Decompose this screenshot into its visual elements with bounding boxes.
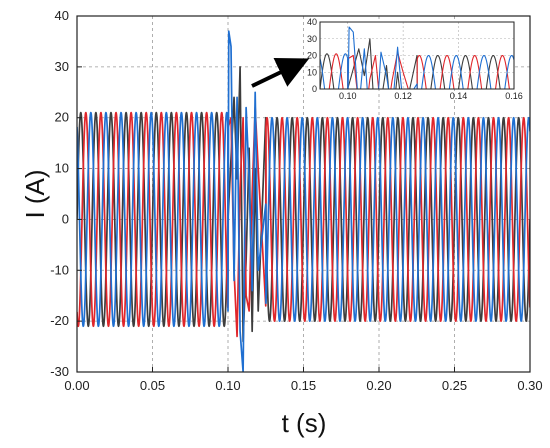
inset-x-tick-label: 0.14 — [450, 91, 468, 101]
x-tick-label: 0.25 — [442, 378, 467, 393]
zoom-arrow — [251, 57, 310, 88]
y-tick-label: -20 — [50, 313, 69, 328]
x-tick-label: 0.20 — [366, 378, 391, 393]
series-layer — [77, 30, 530, 372]
inset-series-line-1 — [328, 51, 510, 89]
y-tick-label: 10 — [55, 161, 69, 176]
y-axis-title: I (A) — [20, 169, 50, 218]
y-tick-labels: -30 -20 -10 0 10 20 30 40 — [50, 8, 69, 379]
inset-y-tick-label: 20 — [307, 51, 317, 61]
inset-x-tick-label: 0.16 — [505, 91, 523, 101]
series-line-1 — [77, 106, 530, 338]
inset-x-tick-labels: 0.10 0.12 0.14 0.16 — [339, 91, 523, 101]
inset-series-line-2 — [320, 26, 514, 89]
y-tick-label: -10 — [50, 262, 69, 277]
y-tick-label: 20 — [55, 110, 69, 125]
inset-y-tick-label: 10 — [307, 67, 317, 77]
inset-y-tick-labels: 0 10 20 30 40 — [307, 17, 317, 94]
y-tick-label: -30 — [50, 364, 69, 379]
inset-y-tick-label: 30 — [307, 34, 317, 44]
x-tick-label: 0.30 — [517, 378, 542, 393]
x-tick-label: 0.10 — [215, 378, 240, 393]
y-tick-label: 30 — [55, 59, 69, 74]
x-axis-title: t (s) — [282, 408, 327, 438]
x-tick-label: 0.05 — [140, 378, 165, 393]
axis-ticks — [76, 15, 531, 373]
zoom-inset: 0.10 0.12 0.14 0.16 0 10 20 30 40 — [307, 17, 523, 101]
inset-series-layer — [320, 26, 514, 89]
x-tick-label: 0.15 — [291, 378, 316, 393]
inset-y-tick-label: 0 — [312, 84, 317, 94]
inset-x-tick-label: 0.10 — [339, 91, 357, 101]
x-tick-labels: 0.00 0.05 0.10 0.15 0.20 0.25 0.30 — [64, 378, 542, 393]
series-line-2 — [77, 30, 530, 372]
x-tick-label: 0.00 — [64, 378, 89, 393]
y-tick-label: 0 — [62, 211, 69, 226]
y-tick-label: 40 — [55, 8, 69, 23]
inset-series-line-0 — [320, 38, 514, 89]
inset-y-tick-label: 40 — [307, 17, 317, 27]
inset-x-tick-label: 0.12 — [394, 91, 412, 101]
